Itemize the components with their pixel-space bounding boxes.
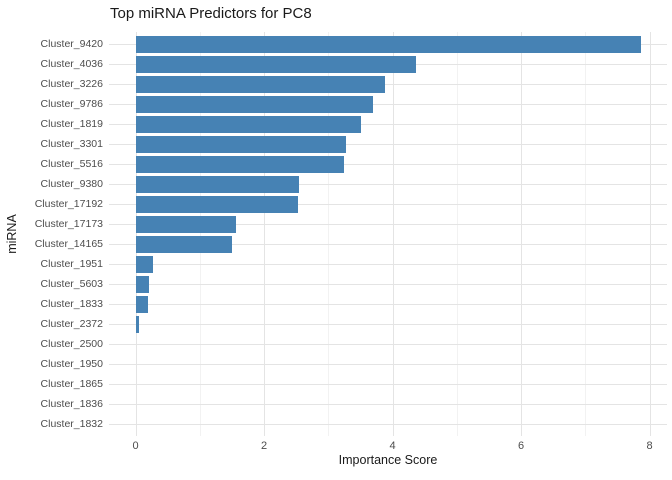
x-tick-label: 2	[260, 440, 268, 452]
bar	[135, 235, 232, 253]
y-tick-label: Cluster_3301	[40, 138, 103, 150]
x-tick-label: 6	[517, 440, 525, 452]
y-tick-label: Cluster_1832	[40, 418, 103, 430]
y-major-gridline	[109, 424, 667, 425]
y-tick-label: Cluster_17173	[34, 218, 103, 230]
x-tick-label: 4	[389, 440, 396, 452]
y-tick-label: Cluster_1833	[40, 298, 103, 310]
y-major-gridline	[109, 184, 667, 185]
x-minor-gridline	[199, 32, 201, 436]
x-axis-title: Importance Score	[338, 453, 438, 467]
y-tick-label: Cluster_3226	[40, 78, 103, 90]
x-tick-label: 8	[646, 440, 653, 452]
bar	[135, 295, 148, 313]
y-major-gridline	[109, 404, 667, 405]
y-major-gridline	[109, 244, 667, 245]
x-minor-gridline	[585, 32, 587, 436]
x-major-gridline	[135, 32, 137, 436]
y-major-gridline	[109, 304, 667, 305]
chart-title: Top miRNA Predictors for PC8	[110, 5, 312, 22]
bar	[135, 115, 362, 133]
bar	[135, 35, 641, 53]
y-tick-label: Cluster_1865	[40, 378, 103, 390]
y-tick-label: Cluster_9380	[40, 178, 103, 190]
y-major-gridline	[109, 324, 667, 325]
y-tick-label: Cluster_1836	[40, 398, 103, 410]
bar	[135, 215, 236, 233]
y-tick-label: Cluster_1950	[40, 358, 103, 370]
y-tick-label: Cluster_17192	[34, 198, 103, 210]
bar	[135, 135, 346, 153]
y-major-gridline	[109, 284, 667, 285]
y-tick-label: Cluster_9420	[40, 38, 103, 50]
y-major-gridline	[109, 104, 667, 105]
x-major-gridline	[649, 32, 651, 436]
bar	[135, 195, 299, 213]
bar	[135, 95, 374, 113]
x-tick-label: 0	[132, 440, 139, 452]
y-tick-label: Cluster_5516	[40, 158, 103, 170]
y-major-gridline	[109, 124, 667, 125]
x-major-gridline	[521, 32, 522, 436]
bar	[135, 315, 139, 333]
y-major-gridline	[109, 224, 667, 225]
bar	[135, 55, 416, 73]
y-tick-label: Cluster_14165	[34, 238, 103, 250]
y-major-gridline	[109, 144, 667, 145]
plot-panel	[109, 32, 667, 436]
y-major-gridline	[109, 364, 667, 365]
x-minor-gridline	[328, 32, 330, 436]
x-minor-gridline	[456, 32, 458, 436]
bar	[135, 275, 149, 293]
bar	[135, 75, 385, 93]
y-tick-label: Cluster_4036	[40, 58, 103, 70]
y-tick-label: Cluster_2500	[40, 338, 103, 350]
x-major-gridline	[392, 32, 394, 436]
y-tick-label: Cluster_1951	[40, 258, 103, 270]
y-tick-label: Cluster_9786	[40, 98, 103, 110]
y-major-gridline	[109, 84, 667, 85]
bar	[135, 155, 345, 173]
y-tick-label: Cluster_5603	[40, 278, 103, 290]
x-major-gridline	[264, 32, 265, 436]
y-axis-title: miRNA	[5, 214, 19, 254]
y-major-gridline	[109, 384, 667, 385]
y-major-gridline	[109, 204, 667, 205]
y-major-gridline	[109, 264, 667, 265]
y-tick-label: Cluster_2372	[40, 318, 103, 330]
bar	[135, 175, 299, 193]
y-tick-label: Cluster_1819	[40, 118, 103, 130]
y-major-gridline	[109, 164, 667, 165]
bar	[135, 255, 154, 273]
y-major-gridline	[109, 344, 667, 345]
